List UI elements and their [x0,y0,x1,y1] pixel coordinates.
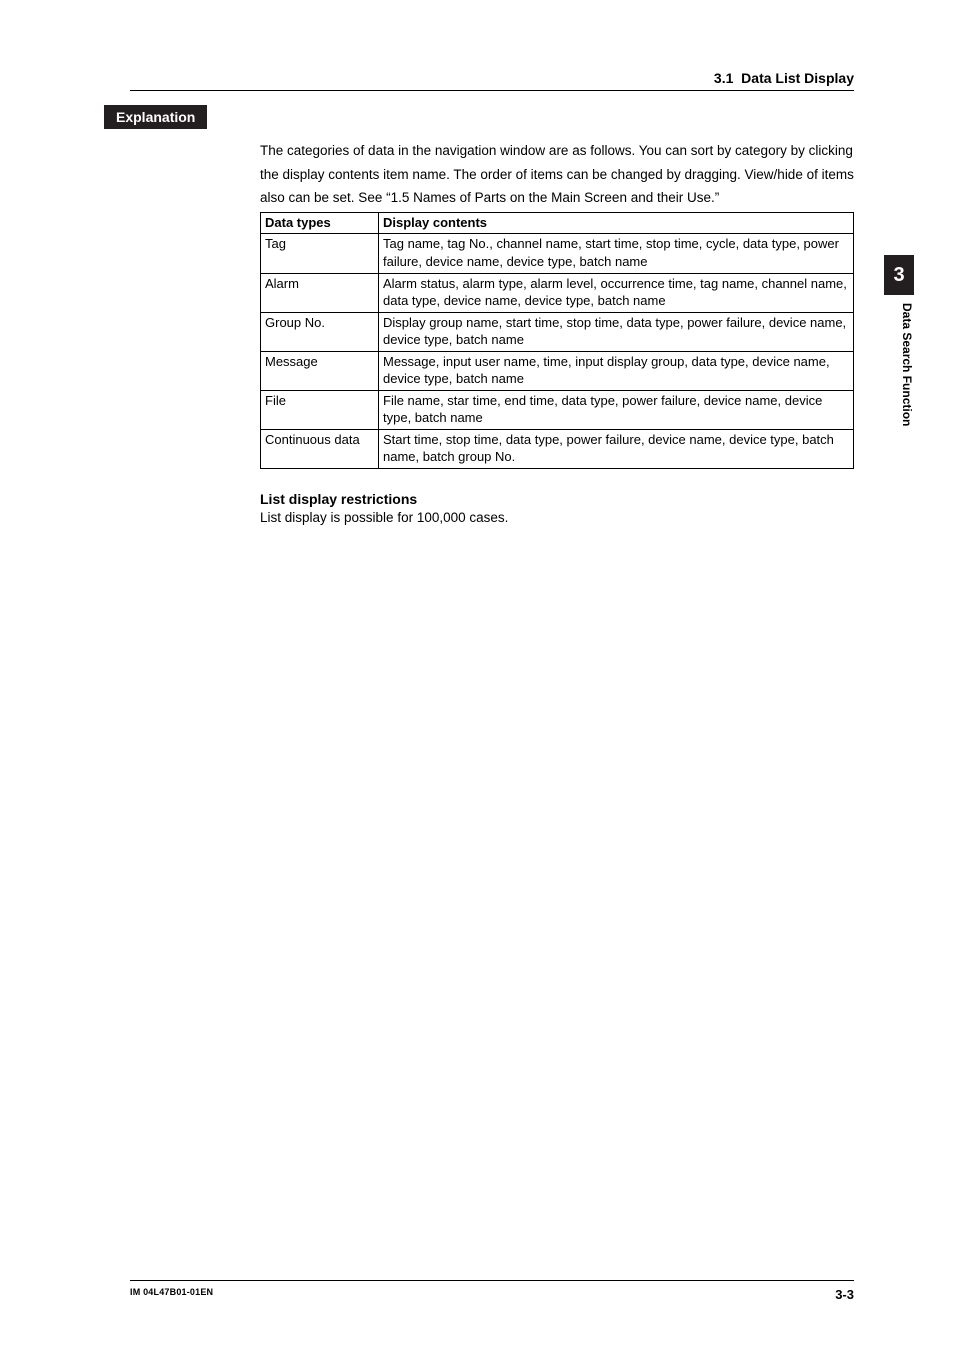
cell-display-contents: Message, input user name, time, input di… [379,351,854,390]
section-header: 3.1 Data List Display [130,70,854,91]
table-row: File File name, star time, end time, dat… [261,390,854,429]
chapter-label: Data Search Function [884,303,914,426]
cell-data-type: File [261,390,379,429]
table-row: Tag Tag name, tag No., channel name, sta… [261,234,854,273]
explanation-badge: Explanation [104,105,207,129]
cell-data-type: Message [261,351,379,390]
section-number: 3.1 [714,70,733,86]
table-row: Message Message, input user name, time, … [261,351,854,390]
restrictions-heading: List display restrictions [260,491,854,507]
cell-data-type: Tag [261,234,379,273]
page-number: 3-3 [835,1287,854,1302]
cell-data-type: Alarm [261,273,379,312]
table-row: Group No. Display group name, start time… [261,312,854,351]
chapter-number-badge: 3 [884,255,914,295]
cell-display-contents: Alarm status, alarm type, alarm level, o… [379,273,854,312]
cell-data-type: Group No. [261,312,379,351]
cell-data-type: Continuous data [261,429,379,468]
side-tab: 3 Data Search Function [884,255,914,426]
cell-display-contents: Display group name, start time, stop tim… [379,312,854,351]
cell-display-contents: File name, star time, end time, data typ… [379,390,854,429]
section-title: Data List Display [741,70,854,86]
col-header-display-contents: Display contents [379,212,854,234]
data-types-table: Data types Display contents Tag Tag name… [260,212,854,469]
table-row: Alarm Alarm status, alarm type, alarm le… [261,273,854,312]
body-area: The categories of data in the navigation… [260,139,854,529]
page: 3.1 Data List Display Explanation The ca… [0,0,954,1350]
table-row: Continuous data Start time, stop time, d… [261,429,854,468]
intro-paragraph: The categories of data in the navigation… [260,139,854,210]
cell-display-contents: Start time, stop time, data type, power … [379,429,854,468]
page-footer: IM 04L47B01-01EN 3-3 [130,1280,854,1302]
col-header-data-types: Data types [261,212,379,234]
document-id: IM 04L47B01-01EN [130,1287,213,1302]
cell-display-contents: Tag name, tag No., channel name, start t… [379,234,854,273]
restrictions-body: List display is possible for 100,000 cas… [260,507,854,529]
table-header-row: Data types Display contents [261,212,854,234]
